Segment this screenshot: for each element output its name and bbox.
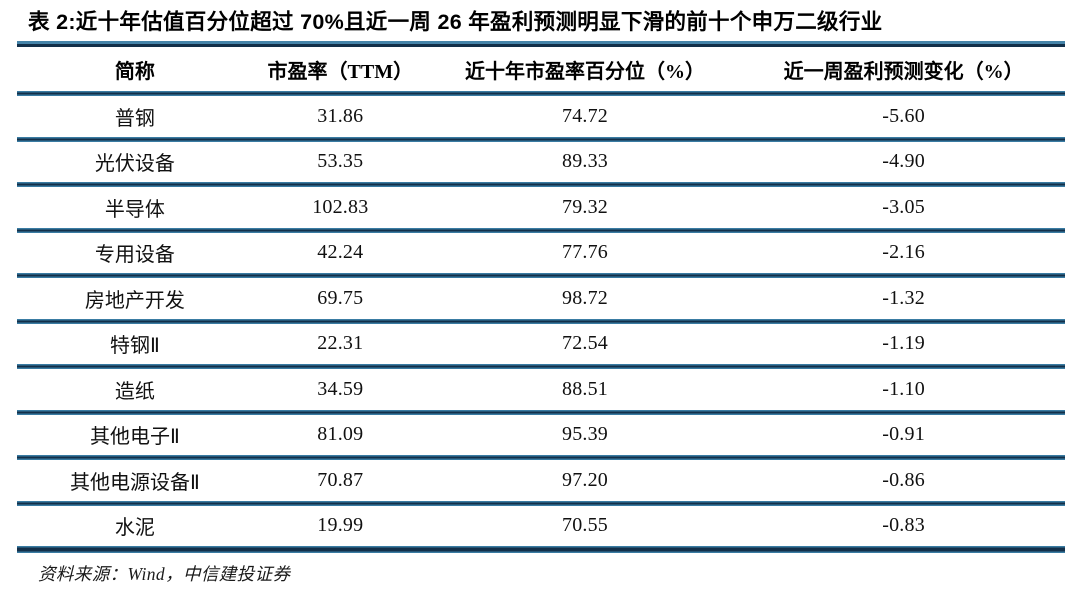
pe-percentile-value: 72.54 (562, 332, 608, 355)
pe-percentile-value: 77.76 (562, 241, 608, 264)
industry-name: 其他电子Ⅱ (89, 426, 180, 449)
table-row: 半导体 102.83 79.32 -3.05 (17, 187, 1065, 228)
industry-name: 房地产开发 (84, 289, 185, 312)
industry-name: 半导体 (104, 198, 165, 221)
table-row: 其他电子Ⅱ 81.09 95.39 -0.91 (17, 415, 1065, 456)
row-divider (17, 455, 1065, 460)
pe-ttm-value: 53.35 (317, 150, 364, 173)
forecast-change-value: -0.86 (882, 468, 925, 491)
source-note: 资料来源：Wind，中信建投证券 (38, 564, 291, 584)
forecast-change-value: -4.90 (882, 150, 925, 173)
table-row: 房地产开发 69.75 98.72 -1.32 (17, 278, 1065, 319)
title-divider (17, 41, 1065, 47)
forecast-change-value: -0.91 (882, 423, 925, 446)
forecast-change-value: -1.32 (882, 286, 925, 309)
pe-ttm-value: 19.99 (317, 514, 364, 537)
row-divider (17, 318, 1065, 324)
row-divider (17, 273, 1065, 278)
pe-percentile-value: 79.32 (562, 195, 608, 218)
forecast-change-value: -1.19 (882, 332, 925, 355)
row-divider (17, 136, 1065, 142)
column-header-forecast-change: 近一周盈利预测变化（%） (783, 60, 1024, 83)
table-row: 水泥 19.99 70.55 -0.83 (17, 506, 1065, 547)
column-header-pe-ttm: 市盈率（TTM） (267, 60, 414, 83)
row-divider (17, 227, 1065, 233)
pe-ttm-value: 42.24 (317, 241, 364, 264)
column-header-name: 简称 (114, 60, 155, 83)
pe-ttm-value: 31.86 (317, 104, 364, 127)
table-row: 其他电源设备Ⅱ 70.87 97.20 -0.86 (17, 460, 1065, 501)
industry-name: 特钢Ⅱ (109, 335, 160, 358)
pe-percentile-value: 97.20 (562, 468, 608, 491)
pe-percentile-value: 70.55 (562, 514, 608, 537)
industry-name: 水泥 (114, 517, 155, 540)
industry-name: 其他电源设备Ⅱ (69, 471, 200, 494)
forecast-change-value: -5.60 (882, 104, 925, 127)
table-header-row: 简称 市盈率（TTM） 近十年市盈率百分位（%） 近一周盈利预测变化（%） (17, 47, 1065, 91)
row-divider (17, 182, 1065, 187)
table-row: 造纸 34.59 88.51 -1.10 (17, 369, 1065, 410)
row-divider (17, 409, 1065, 415)
table-row: 特钢Ⅱ 22.31 72.54 -1.19 (17, 324, 1065, 365)
industry-name: 专用设备 (94, 244, 175, 267)
industry-name: 造纸 (114, 380, 155, 403)
forecast-change-value: -2.16 (882, 241, 925, 264)
column-header-pe-percentile: 近十年市盈率百分位（%） (465, 60, 705, 83)
pe-ttm-value: 81.09 (317, 423, 364, 446)
pe-ttm-value: 22.31 (317, 332, 364, 355)
industry-name: 普钢 (114, 107, 155, 130)
row-divider (17, 364, 1065, 369)
pe-ttm-value: 69.75 (317, 286, 364, 309)
pe-percentile-value: 98.72 (562, 286, 608, 309)
pe-ttm-value: 70.87 (317, 468, 364, 491)
table-row: 普钢 31.86 74.72 -5.60 (17, 96, 1065, 137)
pe-percentile-value: 74.72 (562, 104, 608, 127)
table-row: 光伏设备 53.35 89.33 -4.90 (17, 142, 1065, 183)
pe-percentile-value: 88.51 (562, 377, 608, 400)
table-row: 专用设备 42.24 77.76 -2.16 (17, 233, 1065, 274)
forecast-change-value: -0.83 (882, 514, 925, 537)
pe-percentile-value: 89.33 (562, 150, 608, 173)
pe-ttm-value: 34.59 (317, 377, 364, 400)
pe-percentile-value: 95.39 (562, 423, 608, 446)
table-title: 表 2:近十年估值百分位超过 70%且近一周 26 年盈利预测明显下滑的前十个申… (28, 10, 883, 34)
forecast-change-value: -1.10 (882, 377, 925, 400)
pe-ttm-value: 102.83 (312, 195, 369, 218)
table-bottom-border (17, 546, 1065, 553)
industry-name: 光伏设备 (94, 153, 175, 176)
header-divider (17, 91, 1065, 96)
row-divider (17, 500, 1065, 506)
forecast-change-value: -3.05 (882, 195, 925, 218)
